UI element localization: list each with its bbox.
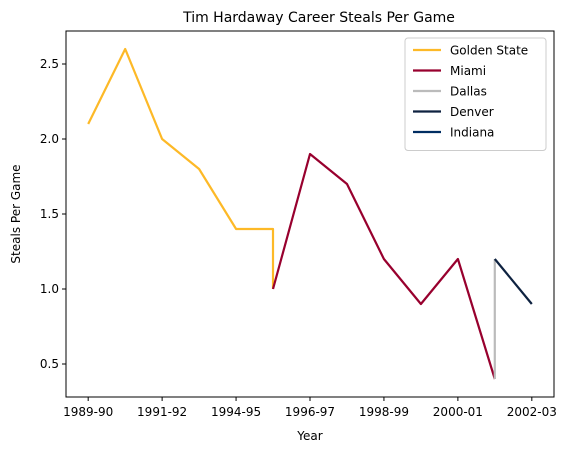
legend-label: Golden State (450, 44, 528, 58)
x-tick-label: 1998-99 (359, 405, 409, 419)
y-tick-label: 2.5 (40, 57, 59, 71)
y-axis: 0.5 1.0 1.5 2.0 2.5 (40, 57, 66, 371)
y-axis-label: Steals Per Game (9, 164, 23, 263)
legend-box (404, 37, 547, 151)
series-lines (87, 47, 533, 380)
legend-label: Denver (450, 105, 494, 119)
series-line-3 (493, 258, 533, 305)
legend: Golden State Miami Dallas Denver Indiana (404, 37, 547, 151)
y-tick-label: 1.0 (40, 282, 59, 296)
x-tick-label: 1989-90 (63, 405, 113, 419)
y-tick-label: 0.5 (40, 357, 59, 371)
x-axis: 1989-90 1991-92 1994-95 1996-97 1998-99 2000-… (63, 397, 557, 419)
x-axis-label: Year (296, 429, 322, 443)
legend-label: Miami (450, 64, 486, 78)
series-line-0 (87, 47, 275, 289)
x-tick-label: 2002-03 (507, 405, 557, 419)
x-tick-label: 1991-92 (137, 405, 187, 419)
y-tick-label: 2.0 (40, 132, 59, 146)
chart-title: Tim Hardaway Career Steals Per Game (182, 10, 455, 26)
legend-label: Dallas (450, 85, 487, 99)
x-tick-label: 1996-97 (285, 405, 335, 419)
x-tick-label: 1994-95 (211, 405, 261, 419)
y-tick-label: 1.5 (40, 207, 59, 221)
legend-label: Indiana (450, 126, 494, 140)
series-line-1 (271, 152, 496, 380)
x-tick-label: 2000-01 (433, 405, 483, 419)
